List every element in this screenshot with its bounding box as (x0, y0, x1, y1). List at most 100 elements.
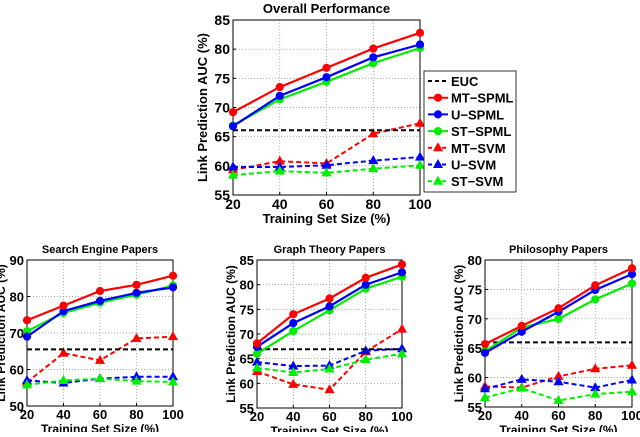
y-tick-label: 70 (214, 100, 230, 116)
x-tick-label: 100 (621, 408, 640, 423)
y-tick-label: 65 (214, 129, 230, 145)
x-tick-label: 60 (322, 409, 336, 424)
data-point (368, 163, 379, 173)
x-tick-label: 20 (478, 408, 492, 423)
data-point (368, 128, 379, 138)
data-point (591, 281, 600, 290)
x-tick-label: 60 (319, 196, 335, 212)
chart-title: Overall Performance (263, 1, 390, 16)
x-tick-label: 20 (20, 407, 34, 422)
y-tick-label: 55 (468, 400, 482, 415)
data-point (322, 63, 331, 72)
y-tick-label: 60 (468, 371, 482, 386)
legend-item: MT−SPML (428, 91, 514, 106)
data-point (414, 159, 426, 169)
data-point (227, 169, 239, 179)
legend-label: ST−SPML (451, 124, 511, 139)
series-u-spml (228, 40, 425, 131)
chart-title: Search Engine Papers (42, 244, 158, 256)
series-st-svm (227, 159, 426, 179)
data-point (324, 363, 335, 373)
data-point (167, 376, 179, 386)
x-tick-label: 40 (515, 408, 529, 423)
data-point (275, 91, 284, 100)
legend-item: EUC (428, 74, 479, 89)
data-point (626, 374, 638, 384)
chart-2: 20 40 60 80 100 55 60 65 70 75 80 85 Graph Theory Pa… (224, 244, 413, 437)
data-point (626, 386, 638, 396)
data-point (480, 348, 490, 358)
legend-marker (432, 142, 444, 152)
data-point (627, 279, 637, 288)
x-tick-label: 20 (225, 196, 241, 212)
data-point (516, 373, 527, 383)
data-point (360, 354, 371, 364)
data-point (321, 167, 332, 177)
y-tick-label: 80 (240, 278, 254, 293)
data-point (58, 347, 69, 357)
y-tick-label: 70 (10, 326, 24, 341)
data-point (59, 301, 68, 310)
x-tick-label: 20 (250, 409, 264, 424)
y-tick-label: 80 (10, 290, 24, 305)
x-tick-label: 40 (272, 196, 288, 212)
legend-marker (433, 110, 443, 119)
series-mt-spml (252, 260, 407, 348)
data-point (168, 271, 178, 280)
data-point (361, 273, 370, 282)
data-point (289, 310, 298, 319)
data-point (480, 339, 490, 349)
data-point (132, 288, 141, 297)
data-point (132, 280, 141, 289)
data-point (58, 374, 69, 384)
x-tick-label: 80 (359, 409, 373, 424)
x-axis-label: Training Set Size (%) (263, 211, 391, 226)
y-tick-label: 70 (468, 312, 482, 327)
y-axis-label: Link Prediction AUC (%) (195, 33, 210, 182)
data-point (324, 384, 335, 394)
series-u-svm (479, 373, 638, 393)
data-point (325, 294, 334, 303)
data-point (626, 359, 638, 369)
data-point (94, 354, 106, 364)
chart-title: Philosophy Papers (509, 244, 608, 256)
y-tick-label: 65 (240, 352, 254, 367)
data-point (168, 283, 178, 292)
y-tick-label: 80 (214, 41, 230, 57)
data-point (396, 323, 408, 333)
x-tick-label: 100 (391, 409, 413, 424)
data-point (369, 44, 378, 53)
x-axis-label: Training Set Size (%) (270, 424, 388, 432)
legend-label: EUC (451, 74, 479, 89)
y-axis-label: Link Prediction AUC (%) (0, 264, 8, 402)
legend-item: ST−SVM (428, 174, 503, 189)
y-tick-label: 60 (10, 363, 24, 378)
legend-marker (432, 175, 444, 185)
legend-marker (433, 93, 443, 102)
x-tick-label: 40 (56, 407, 70, 422)
series-st-svm (251, 348, 408, 376)
data-point (167, 331, 179, 341)
y-tick-label: 75 (468, 282, 482, 297)
data-point (252, 339, 262, 348)
legend-label: U−SPML (451, 107, 504, 122)
series-line (233, 156, 421, 168)
series-st-svm (21, 373, 179, 389)
data-point (415, 28, 425, 37)
data-point (554, 314, 563, 323)
data-point (397, 260, 407, 269)
series-line (232, 164, 421, 177)
x-tick-label: 80 (588, 408, 602, 423)
data-point (289, 326, 298, 336)
data-point (369, 53, 378, 62)
data-point (516, 382, 527, 392)
series-mt-spml (228, 28, 425, 117)
y-tick-label: 60 (214, 158, 230, 174)
data-point (553, 376, 564, 386)
data-point (590, 363, 601, 373)
x-tick-label: 80 (365, 196, 381, 212)
data-point (361, 280, 370, 289)
data-point (95, 286, 105, 296)
data-point (275, 82, 284, 92)
legend-label: ST−SVM (451, 174, 503, 189)
